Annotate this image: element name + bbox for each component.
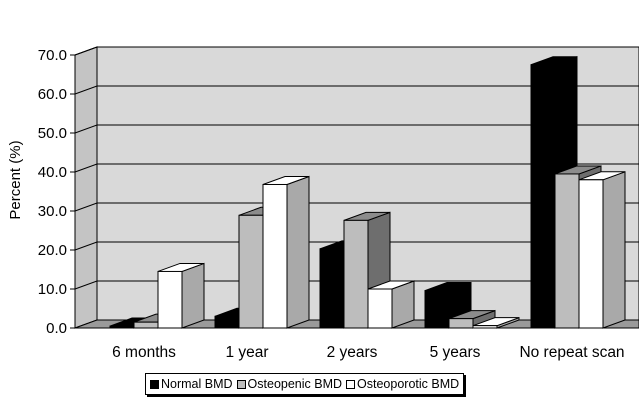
bar-front: [578, 179, 604, 329]
bar-front: [424, 290, 450, 329]
bar-side: [602, 171, 626, 329]
bar-front: [109, 325, 135, 329]
gridline: [74, 124, 639, 134]
bar-front: [448, 318, 474, 329]
gridline: [74, 280, 639, 290]
x-category-label: No repeat scan: [519, 344, 624, 361]
bar-front: [554, 173, 580, 329]
gridline: [74, 85, 639, 95]
y-tick-label: 10.0: [38, 281, 67, 298]
x-category-label: 5 years: [430, 344, 481, 361]
bars: [109, 56, 626, 329]
y-tick-label: 0.0: [46, 320, 67, 337]
legend-swatch-osteopenic: [236, 379, 246, 389]
bar-front: [343, 219, 369, 329]
y-tick-labels: 0.0 10.0 20.0 30.0 40.0 50.0 60.0 70.0: [38, 47, 75, 337]
y-axis-label: Percent (%): [7, 140, 24, 219]
gridline: [74, 163, 639, 173]
bar-side: [181, 262, 205, 329]
bar: [578, 171, 626, 329]
y-tick-label: 20.0: [38, 242, 67, 259]
bar: [262, 175, 310, 329]
legend-item-osteopenic: Osteopenic BMD: [236, 377, 343, 391]
y-tick-label: 60.0: [38, 86, 67, 103]
bar-front: [367, 288, 393, 329]
y-tick-label: 30.0: [38, 203, 67, 220]
bar: [472, 316, 520, 329]
bar-front: [472, 325, 498, 329]
y-tick-label: 40.0: [38, 164, 67, 181]
gridline: [74, 202, 639, 212]
x-category-labels: 6 months 1 year 2 years 5 years No repeat sc…: [112, 344, 624, 361]
legend-label-normal: Normal BMD: [161, 377, 233, 391]
legend-swatch-normal: [150, 379, 159, 389]
bar-front: [530, 64, 556, 329]
legend-label-osteoporotic: Osteoporotic BMD: [357, 377, 460, 391]
y-tick-label: 70.0: [38, 47, 67, 64]
gridlines: [74, 46, 639, 290]
bar-front: [238, 214, 264, 329]
y-tick-label: 50.0: [38, 125, 67, 142]
legend-label-osteopenic: Osteopenic BMD: [247, 377, 343, 391]
bar: [367, 280, 415, 329]
legend-item-osteoporotic: Osteoporotic BMD: [346, 377, 459, 391]
x-category-label: 2 years: [327, 344, 378, 361]
bar-front: [262, 183, 288, 329]
bar-front: [214, 315, 240, 329]
bar-side: [286, 175, 310, 329]
legend-swatch-osteoporotic: [346, 379, 356, 389]
gridline: [74, 46, 639, 56]
plot-side-wall: [74, 46, 98, 329]
x-category-label: 1 year: [225, 344, 268, 361]
bar-front: [319, 248, 345, 329]
bar-front: [133, 321, 159, 329]
bar: [157, 262, 205, 329]
legend: Normal BMD Osteopenic BMD Osteoporotic B…: [145, 373, 465, 395]
x-category-label: 6 months: [112, 344, 176, 361]
legend-item-normal: Normal BMD: [150, 377, 233, 391]
bar-front: [157, 270, 183, 329]
gridline: [74, 241, 639, 251]
